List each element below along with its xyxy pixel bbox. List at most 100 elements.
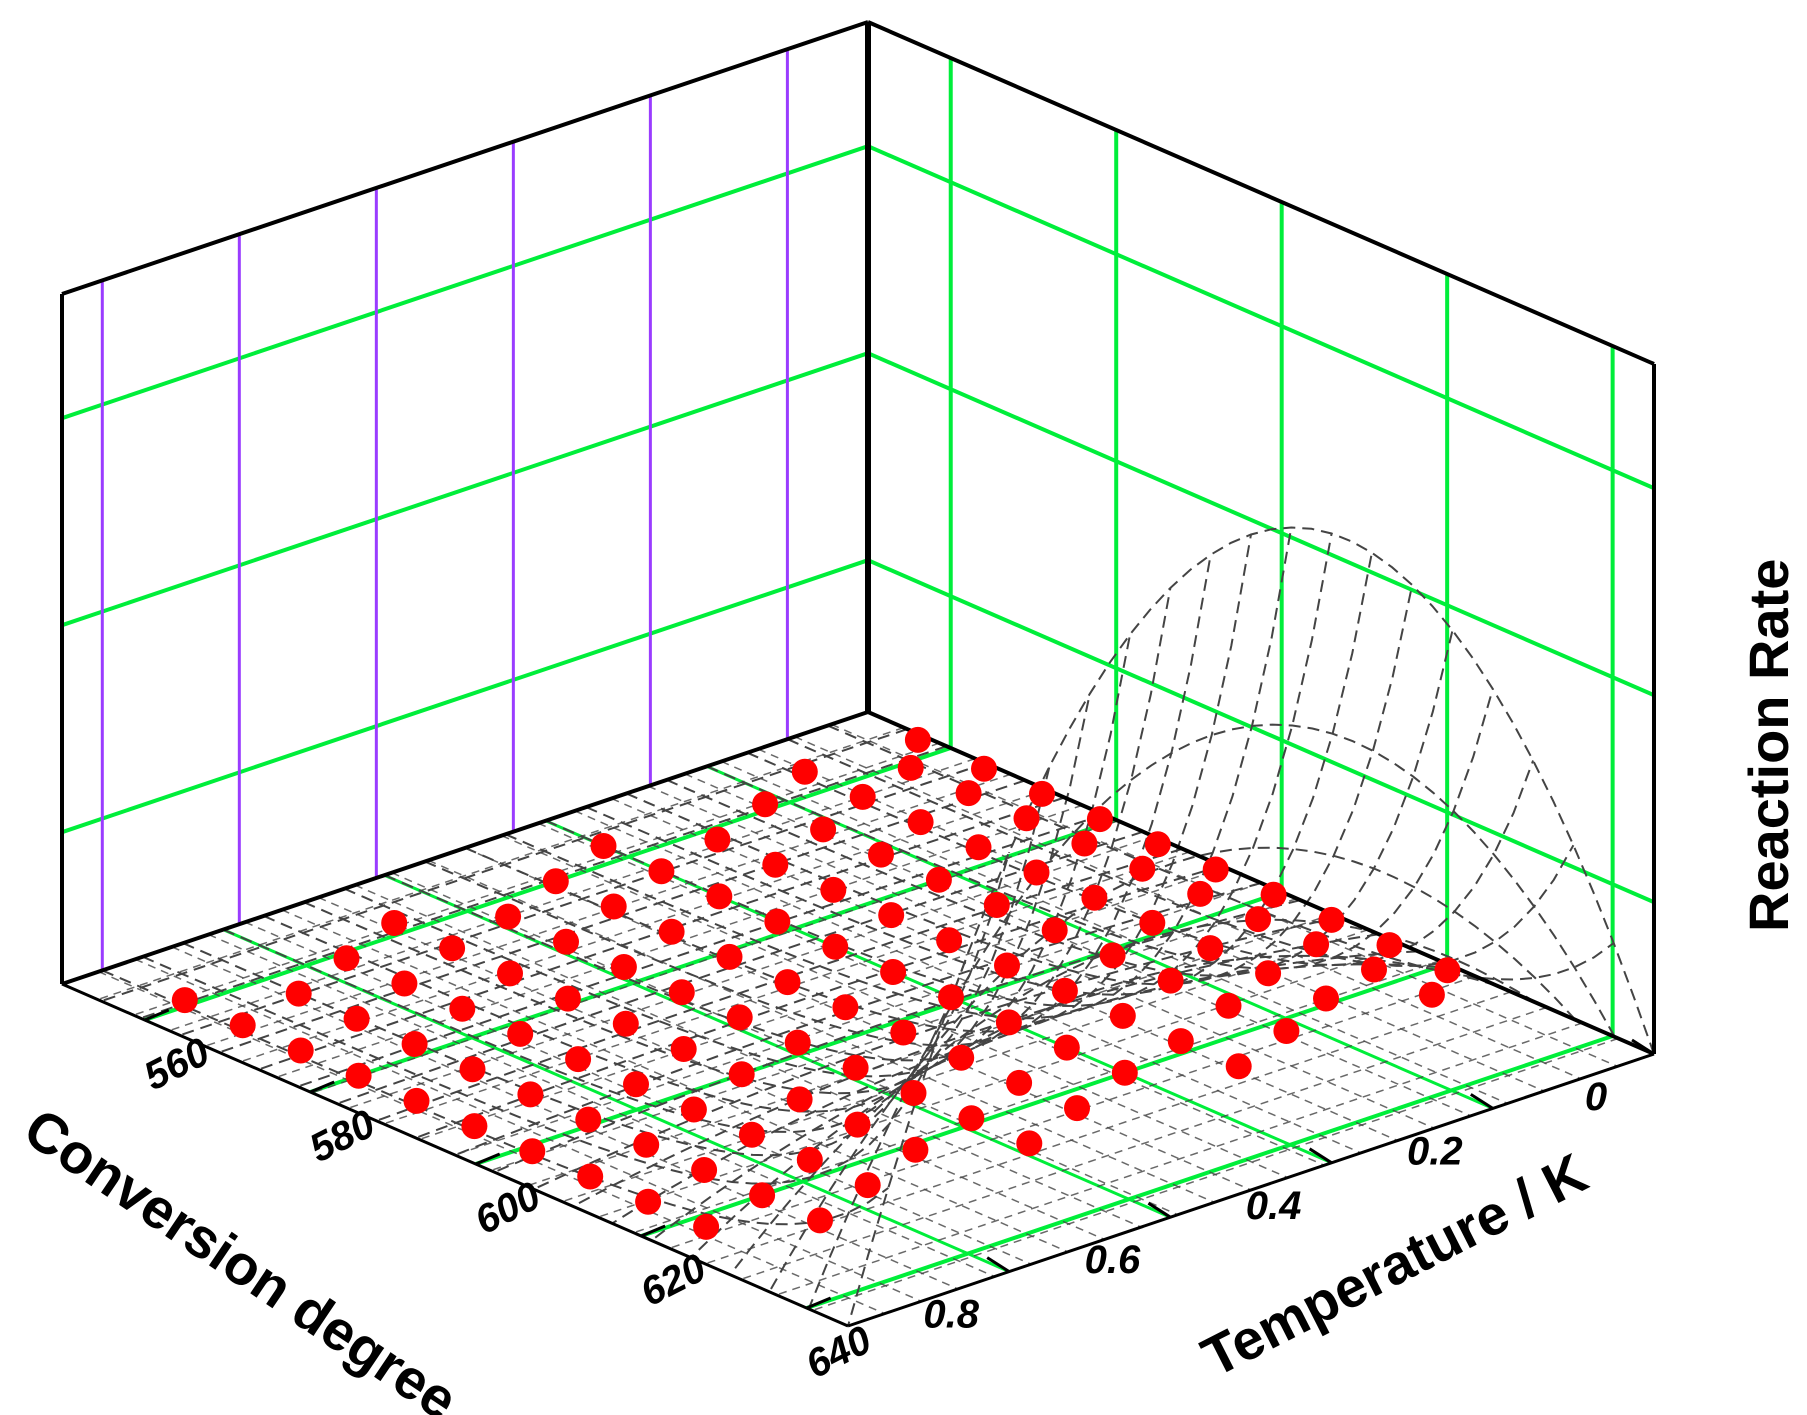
surface-isoconversion	[182, 942, 970, 1157]
floor-mesh-line	[501, 834, 1288, 1179]
frame-edge	[867, 710, 1655, 1056]
floor-mesh-line	[633, 960, 1440, 1234]
data-point	[904, 726, 931, 753]
data-point	[965, 834, 992, 861]
y-tick-label: 560	[137, 1030, 216, 1100]
data-point	[900, 1080, 927, 1106]
left-wall-gridline	[61, 558, 869, 835]
data-point	[1273, 1018, 1300, 1044]
data-point	[391, 970, 418, 997]
frame-edge	[61, 20, 869, 296]
data-point	[635, 1188, 662, 1215]
right-wall-gridline	[867, 351, 1655, 698]
data-point	[1053, 1034, 1080, 1061]
left-wall-gridline	[61, 144, 869, 421]
data-point	[285, 980, 312, 1007]
data-point	[590, 833, 617, 859]
floor-mesh-line	[794, 736, 1582, 1080]
data-point	[668, 979, 695, 1006]
data-point	[648, 858, 675, 885]
data-point	[691, 1157, 718, 1183]
data-point	[983, 892, 1010, 918]
data-point	[403, 1087, 430, 1114]
y-tick-mark	[475, 1152, 501, 1166]
data-point	[1157, 967, 1184, 994]
data-point	[542, 868, 569, 895]
surface-isoconversion	[625, 584, 1414, 986]
surface-isoconversion	[706, 688, 1494, 970]
data-point	[1041, 917, 1068, 944]
data-point	[459, 1056, 486, 1083]
data-point	[1167, 1028, 1194, 1055]
data-point	[1313, 985, 1339, 1012]
data-point	[955, 780, 982, 807]
data-point	[171, 987, 198, 1014]
y-tick-mark	[144, 1008, 170, 1022]
data-point	[907, 809, 934, 836]
floor-mesh-line	[98, 970, 885, 1315]
data-point	[449, 995, 476, 1022]
floor-mesh-line	[354, 884, 1142, 1228]
data-point	[752, 791, 779, 818]
data-point	[784, 1029, 811, 1056]
data-point	[623, 1071, 649, 1098]
data-point	[287, 1037, 314, 1064]
data-point	[880, 959, 907, 985]
floor-mesh-line	[454, 882, 1262, 1156]
data-point	[849, 783, 876, 810]
right-wall-gridline	[867, 558, 1655, 905]
data-point	[519, 1138, 546, 1165]
data-point	[726, 1004, 753, 1031]
surface-isoconversion	[303, 693, 1091, 1095]
data-point	[738, 1121, 765, 1148]
data-point	[728, 1061, 755, 1088]
data-point	[958, 1105, 985, 1132]
floor-mesh-line	[740, 1006, 1548, 1281]
data-point	[345, 1062, 372, 1089]
data-point	[577, 1163, 604, 1190]
data-point	[1064, 1095, 1090, 1122]
frame-edge	[867, 20, 1655, 366]
floor-mesh-line	[597, 944, 1405, 1218]
data-point	[333, 945, 360, 972]
x-tick-mark	[1631, 1038, 1655, 1056]
y-tick-mark	[806, 1296, 832, 1310]
data-point	[1361, 956, 1387, 983]
data-point	[796, 1146, 823, 1173]
frame-edge	[61, 982, 849, 1328]
x-tick-mark	[986, 1256, 1011, 1273]
data-point	[600, 893, 627, 920]
data-point	[716, 943, 743, 970]
floor-mesh-line	[776, 1022, 1583, 1296]
data-point	[1255, 960, 1282, 987]
data-point	[868, 841, 894, 868]
x-tick-label: 0.4	[1246, 1184, 1302, 1228]
y-tick-mark	[640, 1224, 666, 1238]
surface-isoconversion	[142, 955, 930, 1185]
floor-mesh-line	[721, 760, 1508, 1105]
data-point	[762, 851, 789, 878]
data-point	[1187, 880, 1214, 907]
data-point	[517, 1081, 544, 1108]
data-point	[229, 1012, 256, 1039]
data-point	[1099, 942, 1126, 969]
data-point	[842, 1054, 869, 1081]
x-axis-title: Conversion degree	[13, 1096, 469, 1415]
y-tick-label: 640	[799, 1318, 878, 1388]
data-point	[1225, 1053, 1252, 1080]
data-point	[1129, 855, 1156, 882]
data-point	[1144, 831, 1171, 858]
data-point	[1202, 856, 1229, 883]
data-point	[565, 1046, 592, 1073]
floor-mesh-line	[244, 921, 1032, 1265]
data-point	[791, 758, 818, 785]
data-point	[554, 985, 581, 1012]
data-point	[633, 1131, 660, 1158]
floor-mesh-line	[611, 797, 1398, 1142]
data-point	[774, 969, 801, 996]
data-point	[822, 933, 849, 960]
floor-mesh-line	[208, 933, 995, 1278]
x-tick-mark	[1469, 1093, 1494, 1110]
data-point	[1318, 906, 1345, 933]
